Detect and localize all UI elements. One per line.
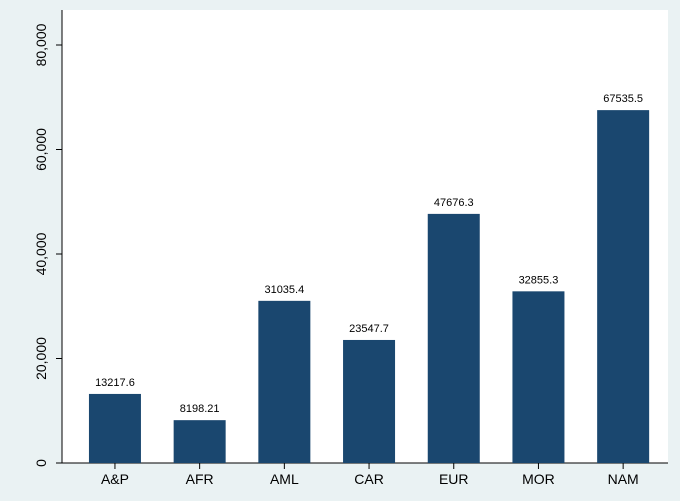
bar [88, 393, 141, 463]
x-tick-label: AFR [186, 471, 214, 487]
y-tick-label: 60,000 [33, 128, 49, 171]
x-tick-label: AML [270, 471, 299, 487]
value-label: 47676.3 [434, 197, 474, 209]
x-tick-label: NAM [608, 471, 639, 487]
x-tick-label: MOR [522, 471, 555, 487]
value-label: 23547.7 [349, 323, 389, 335]
y-tick-label: 20,000 [33, 337, 49, 380]
y-tick-label: 40,000 [33, 232, 49, 275]
bar [427, 213, 480, 463]
bar [343, 339, 396, 463]
x-tick-label: A&P [101, 471, 129, 487]
value-label: 31035.4 [264, 284, 304, 296]
x-tick-label: EUR [439, 471, 469, 487]
y-tick-label: 80,000 [33, 23, 49, 66]
value-label: 13217.6 [95, 377, 135, 389]
bar [258, 300, 311, 463]
y-tick-label: 0 [33, 459, 49, 467]
value-label: 32855.3 [519, 274, 559, 286]
x-tick-label: CAR [354, 471, 384, 487]
value-label: 67535.5 [603, 93, 643, 105]
bar [173, 420, 226, 463]
value-label: 8198.21 [180, 403, 220, 415]
bar [597, 110, 650, 463]
bar [512, 291, 565, 463]
